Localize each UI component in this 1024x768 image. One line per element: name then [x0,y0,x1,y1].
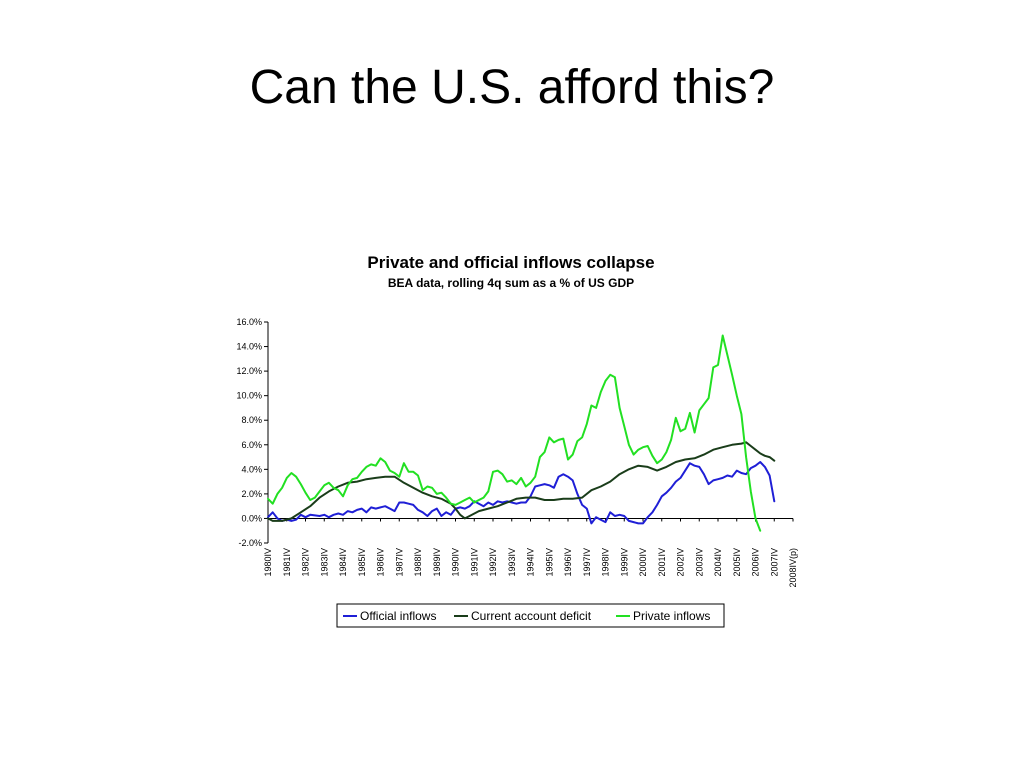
axes [267,322,793,543]
y-axis-ticks: -2.0% 0.0% 2.0% 4.0% 6.0% 8.0% 10.0% 12.0% 14.0%… [236,317,268,548]
x-tick-label: 1986IV [376,548,386,577]
x-tick-label: 2001IV [657,548,667,577]
y-tick-label: 10.0% [236,391,262,401]
x-tick-label: 1982IV [301,548,311,577]
x-tick-label: 1998IV [601,548,611,577]
x-tick-label: 2006IV [751,548,761,577]
x-tick-label: 1996IV [563,548,573,577]
x-tick-label: 1993IV [507,548,517,577]
x-tick-label: 2008IV(p) [788,548,798,588]
x-tick-label: 1989IV [432,548,442,577]
series-line-private-inflows [267,334,762,532]
x-tick-label: 2007IV [769,548,779,577]
x-tick-label: 1994IV [526,548,536,577]
legend-box [336,603,725,628]
x-tick-label: 1999IV [619,548,629,577]
x-axis-ticks: 1980IV 1981IV 1982IV 1983IV 1984IV 1985IV 1986… [263,518,798,588]
inflows-chart: Private and official inflows collapse BE… [236,253,798,628]
y-tick-label: 16.0% [236,317,262,327]
x-tick-label: 1984IV [338,548,348,577]
x-tick-label: 1990IV [451,548,461,577]
legend-label-current-account: Current account deficit [471,609,592,623]
x-tick-label: 2003IV [694,548,704,577]
legend-label-official: Official inflows [360,609,436,623]
chart-subtitle: BEA data, rolling 4q sum as a % of US GD… [388,276,634,290]
legend-label-private: Private inflows [633,609,710,623]
legend: Official inflows Current account deficit… [336,603,725,628]
y-tick-label: 12.0% [236,366,262,376]
x-tick-label: 1985IV [357,548,367,577]
x-tick-label: 1991IV [469,548,479,577]
slide-title: Can the U.S. afford this? [249,61,775,114]
y-tick-label: 14.0% [236,342,262,352]
y-tick-label: -2.0% [238,538,262,548]
y-tick-label: 6.0% [241,440,262,450]
series-line-official-inflows [267,461,776,525]
y-tick-label: 2.0% [241,489,262,499]
series-line-current-account-deficit [267,441,776,522]
x-tick-label: 2004IV [713,548,723,577]
x-tick-label: 1980IV [263,548,273,577]
chart-title: Private and official inflows collapse [367,253,654,272]
x-tick-label: 1981IV [282,548,292,577]
y-tick-label: 4.0% [241,464,262,474]
y-tick-label: 8.0% [241,415,262,425]
x-tick-label: 1995IV [544,548,554,577]
x-tick-label: 1992IV [488,548,498,577]
x-tick-label: 2000IV [638,548,648,577]
x-tick-label: 1997IV [582,548,592,577]
series-layer [267,334,776,532]
y-tick-label: 0.0% [241,513,262,523]
x-tick-label: 2005IV [732,548,742,577]
x-tick-label: 1983IV [319,548,329,577]
x-tick-label: 2002IV [676,548,686,577]
x-tick-label: 1988IV [413,548,423,577]
x-tick-label: 1987IV [394,548,404,577]
